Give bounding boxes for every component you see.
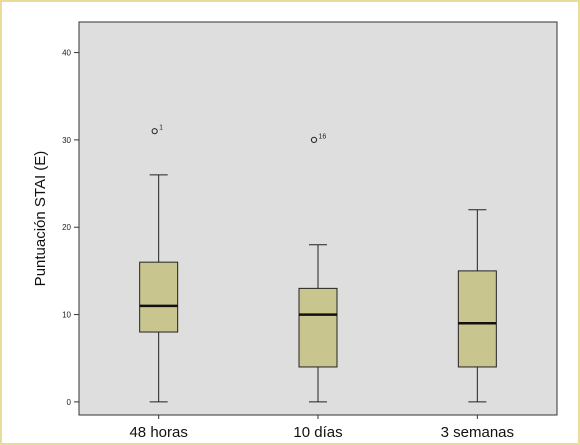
x-category-label: 10 días [293, 424, 342, 441]
box-group: 1 [139, 125, 179, 403]
outlier-point [310, 136, 318, 143]
iqr-box [298, 287, 338, 368]
y-tick-label: 0 [67, 398, 72, 407]
outlier-label: 16 [319, 133, 327, 140]
y-tick-label: 30 [62, 136, 71, 145]
outlier-label: 1 [159, 125, 163, 132]
box-group [457, 209, 497, 403]
iqr-box [457, 270, 497, 368]
y-tick-label: 20 [62, 223, 71, 232]
y-axis: 0 10 20 30 40 [62, 49, 79, 407]
outlier-point [151, 128, 158, 135]
x-axis: 48 horas 10 días 3 semanas [129, 415, 514, 441]
y-tick-label: 40 [62, 49, 71, 58]
y-axis-title: Puntuación STAI (E) [32, 151, 49, 287]
boxes: 1 16 [139, 125, 497, 403]
x-category-label: 48 horas [129, 424, 187, 441]
box-group: 16 [298, 133, 338, 403]
x-category-label: 3 semanas [441, 424, 514, 441]
y-tick-label: 10 [62, 311, 71, 320]
iqr-box [139, 261, 179, 333]
